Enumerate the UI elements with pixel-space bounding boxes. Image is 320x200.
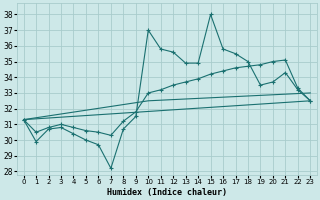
X-axis label: Humidex (Indice chaleur): Humidex (Indice chaleur) <box>107 188 227 197</box>
